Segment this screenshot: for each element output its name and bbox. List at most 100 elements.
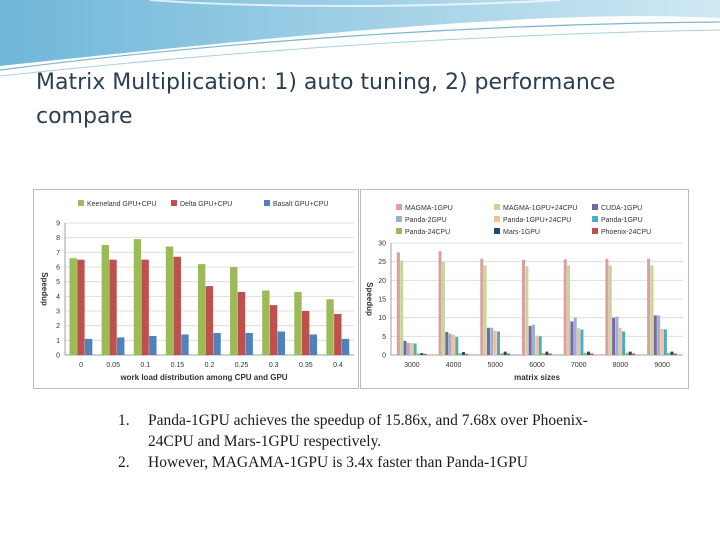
y-tick-label: 9: [56, 221, 60, 228]
bar: [326, 299, 334, 355]
bar: [133, 239, 142, 355]
bar: [583, 352, 587, 355]
x-tick-label: 8000: [613, 362, 629, 369]
legend-label: Panda-1GPU: [601, 217, 643, 224]
legend-label: Delta GPU+CPU: [180, 201, 232, 208]
x-tick-label: 0.2: [205, 362, 215, 369]
speedup-matrix-size-chart: MAGMA-1GPU MAGMA-1GPU+24CPU CUDA-1GPU Panda…: [360, 189, 689, 389]
bar: [262, 290, 270, 355]
bar: [531, 324, 536, 355]
bar: [490, 327, 494, 355]
bar: [396, 252, 400, 355]
legend-swatch: [396, 228, 402, 234]
bar: [448, 333, 452, 355]
legend-swatch: [264, 200, 270, 206]
legend-swatch: [396, 204, 402, 210]
bar: [657, 315, 661, 355]
x-tick-label: 0.15: [171, 362, 185, 369]
finding-number: 1.: [118, 412, 130, 429]
y-tick-label: 7: [56, 250, 60, 257]
bar: [445, 331, 449, 355]
bar: [237, 291, 246, 355]
bar: [406, 342, 410, 355]
bar: [542, 353, 546, 355]
x-tick-label: 0.3: [269, 362, 279, 369]
y-axis-label: Speedup: [365, 282, 374, 316]
bar: [117, 337, 125, 355]
y-tick-label: 5: [56, 279, 60, 286]
bar: [173, 256, 181, 355]
bar: [628, 351, 632, 355]
legend-label: CUDA-1GPU: [601, 205, 642, 212]
bar: [309, 334, 318, 355]
x-tick-label: 9000: [654, 362, 670, 369]
bar: [521, 259, 526, 355]
findings-list: 1. Panda-1GPU achieves the speedup of 15.…: [110, 410, 610, 473]
x-tick-label: 3000: [404, 362, 420, 369]
legend-label: Mars-1GPU: [503, 229, 540, 236]
bar: [548, 353, 552, 355]
legend-swatch: [171, 200, 177, 206]
x-axis-label: work load distribution among CPU and GPU: [119, 373, 287, 382]
bar: [461, 352, 465, 355]
legend-swatch: [592, 228, 598, 234]
y-tick-label: 2: [56, 323, 60, 330]
y-tick-label: 20: [378, 278, 386, 285]
bar: [612, 317, 616, 355]
legend-swatch: [396, 216, 402, 222]
bar: [400, 260, 404, 355]
y-tick-label: 10: [378, 315, 386, 322]
y-axis-label: Speedup: [40, 272, 49, 306]
bar: [618, 327, 622, 355]
bar: [301, 311, 310, 355]
x-tick-label: 4000: [446, 362, 462, 369]
bar: [149, 335, 157, 355]
bar: [205, 286, 214, 355]
legend-swatch: [494, 204, 500, 210]
bar: [622, 331, 626, 355]
speedup-workload-chart-svg: Keeneland GPU+CPU Delta GPU+CPU Basalt GPU…: [40, 200, 354, 382]
header-swoosh-decoration: [0, 0, 720, 77]
bar: [496, 331, 500, 355]
legend-swatch: [592, 216, 598, 222]
finding-text: However, MAGAMA-1GPU is 3.4x faster than…: [148, 454, 528, 471]
legend-label: Basalt GPU+CPU: [273, 201, 328, 208]
speedup-workload-chart: Keeneland GPU+CPU Delta GPU+CPU Basalt GPU…: [33, 189, 359, 389]
x-tick-label: 0.1: [140, 362, 150, 369]
speedup-matrix-size-chart-svg: MAGMA-1GPU MAGMA-1GPU+24CPU CUDA-1GPU Panda…: [365, 204, 683, 382]
bar: [181, 334, 189, 355]
bar: [334, 313, 342, 355]
legend-label: MAGMA-1GPU+24CPU: [503, 205, 578, 212]
bar: [410, 343, 414, 355]
bar: [480, 258, 484, 355]
bar: [423, 353, 427, 355]
bar: [458, 353, 462, 355]
bar: [567, 265, 571, 355]
bar: [563, 259, 567, 355]
bar: [608, 265, 612, 355]
bar: [580, 329, 584, 355]
bar: [673, 353, 677, 355]
bar: [667, 352, 671, 355]
y-tick-label: 25: [378, 259, 386, 266]
bar: [483, 265, 487, 355]
bar: [141, 259, 149, 355]
bar: [650, 265, 654, 355]
bar: [653, 315, 657, 355]
y-tick-label: 0: [56, 353, 60, 360]
bar: [277, 331, 285, 355]
bar: [416, 353, 420, 355]
y-tick-label: 15: [378, 297, 386, 304]
bar: [451, 334, 455, 355]
finding-item: 1. Panda-1GPU achieves the speedup of 15.…: [110, 410, 610, 452]
x-tick-label: 7000: [571, 362, 587, 369]
bar: [341, 338, 350, 355]
bar: [493, 330, 497, 355]
x-tick-label: 0.4: [333, 362, 343, 369]
x-tick-label: 5000: [487, 362, 503, 369]
legend-label: Phoenix-24CPU: [601, 229, 651, 236]
legend-label: Keeneland GPU+CPU: [87, 201, 156, 208]
bar: [570, 321, 574, 355]
bar: [625, 352, 629, 355]
bar: [545, 351, 549, 355]
